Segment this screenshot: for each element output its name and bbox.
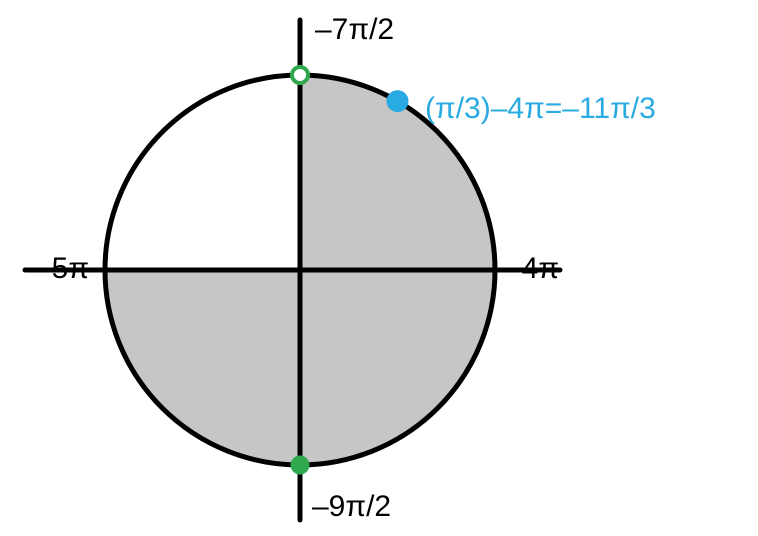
blue-point (387, 90, 409, 112)
label-blue: (π/3)–4π=–11π/3 (425, 92, 656, 126)
label-bottom: –9π/2 (312, 490, 391, 524)
diagram-svg (0, 0, 758, 536)
unit-circle-diagram: –7π/2 –4π –9π/2 –5π (π/3)–4π=–11π/3 (0, 0, 758, 536)
label-left: –5π (35, 252, 89, 286)
label-top: –7π/2 (315, 13, 394, 47)
top-open-point (292, 67, 308, 83)
bottom-solid-point (292, 457, 308, 473)
label-right: –4π (505, 252, 559, 286)
